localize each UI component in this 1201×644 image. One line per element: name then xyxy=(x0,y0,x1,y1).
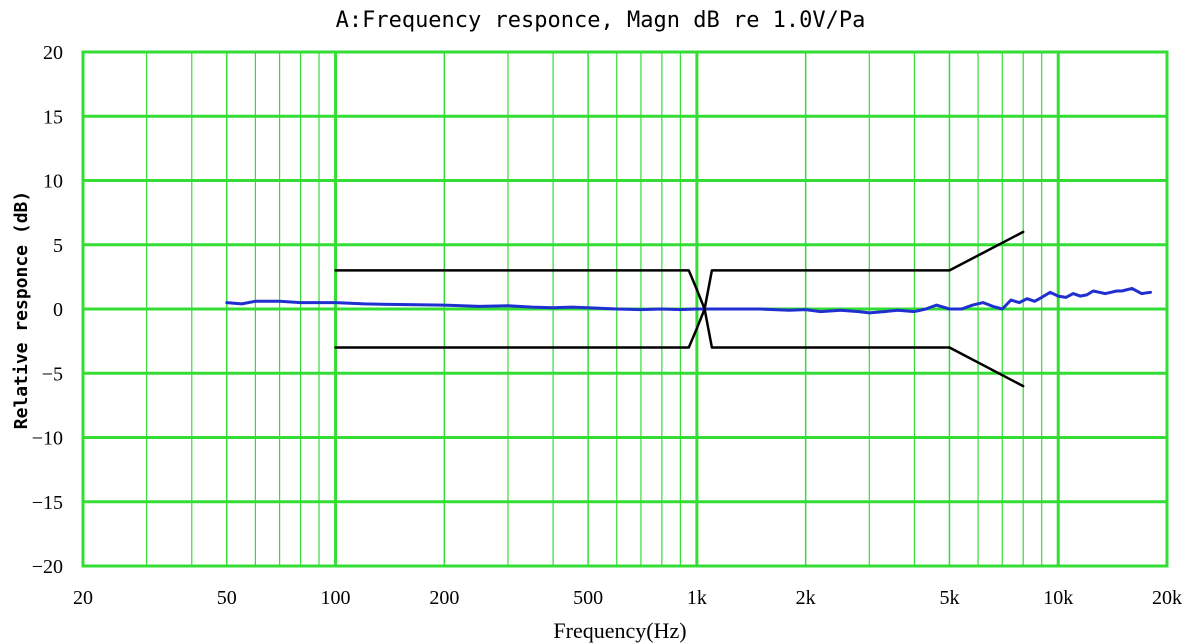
y-axis-label: Relative responce (dB) xyxy=(11,191,32,429)
x-tick-label: 20k xyxy=(1152,587,1182,609)
x-tick-label: 5k xyxy=(939,587,959,609)
y-tick-label: −10 xyxy=(32,428,63,450)
y-tick-label: 5 xyxy=(53,235,63,257)
x-tick-labels: 20 50 100 200 500 1k 2k 5k 10k 20k xyxy=(73,587,1182,609)
x-tick-label: 50 xyxy=(217,587,237,609)
x-tick-label: 10k xyxy=(1043,587,1073,609)
y-tick-label: 15 xyxy=(43,106,63,128)
x-axis-label: Frequency(Hz) xyxy=(553,618,686,643)
lower-limit-line xyxy=(334,307,1025,388)
y-tick-label: −20 xyxy=(32,556,63,578)
y-tick-label: 10 xyxy=(43,171,63,193)
chart-title: A:Frequency responce, Magn dB re 1.0V/Pa xyxy=(335,8,866,33)
y-tick-label: 20 xyxy=(43,42,63,64)
plot-frame xyxy=(81,50,1169,568)
x-tick-label: 20 xyxy=(73,587,93,609)
x-tick-label: 200 xyxy=(429,587,459,609)
x-tick-label: 2k xyxy=(796,587,816,609)
y-tick-label: 0 xyxy=(53,299,63,321)
y-tick-labels: 20 15 10 5 0 −5 −10 −15 −20 xyxy=(32,42,63,578)
x-tick-label: 500 xyxy=(573,587,603,609)
y-tick-label: −5 xyxy=(42,363,63,385)
y-tick-label: −15 xyxy=(32,492,63,514)
x-tick-label: 100 xyxy=(321,587,351,609)
x-tick-label: 1k xyxy=(687,587,707,609)
response-curve xyxy=(225,286,1152,315)
series-lines xyxy=(225,230,1152,388)
